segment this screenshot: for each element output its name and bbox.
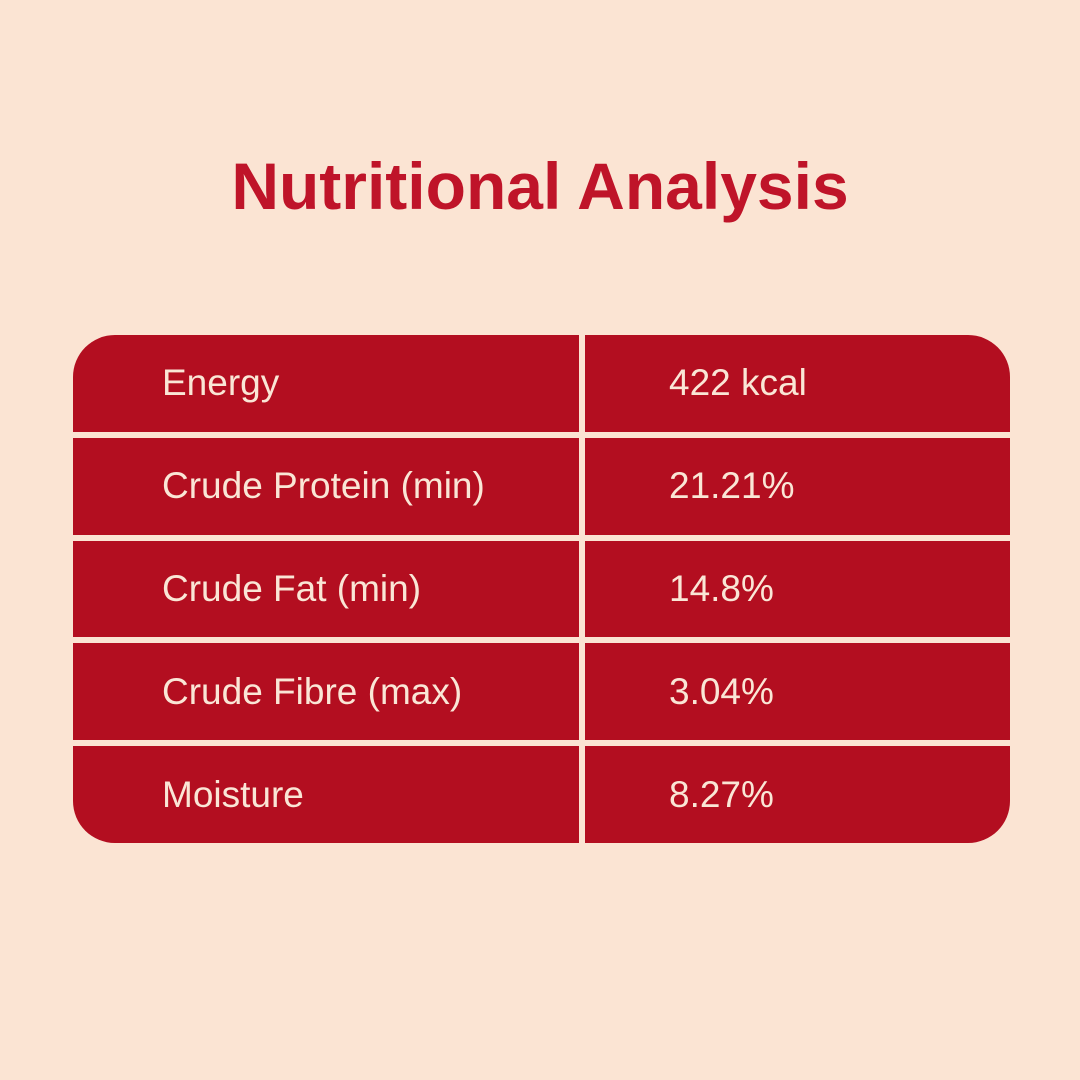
nutrient-value-cell: 3.04% — [585, 643, 1010, 741]
table-row: Moisture 8.27% — [73, 746, 1010, 843]
nutrient-label-cell: Moisture — [73, 746, 579, 843]
nutrient-value-cell: 422 kcal — [585, 335, 1010, 432]
nutrient-value-cell: 21.21% — [585, 437, 1010, 535]
nutrient-label-cell: Crude Fibre (max) — [73, 643, 579, 741]
page-title: Nutritional Analysis — [231, 149, 849, 223]
nutrient-value-cell: 14.8% — [585, 540, 1010, 638]
nutrition-table: Energy 422 kcal Crude Protein (min) 21.21% C… — [73, 335, 1010, 843]
table-row: Crude Protein (min) 21.21% — [73, 437, 1010, 535]
nutrient-label-cell: Energy — [73, 335, 579, 432]
table-row: Crude Fibre (max) 3.04% — [73, 643, 1010, 741]
table-row: Energy 422 kcal — [73, 335, 1010, 432]
nutrient-label-cell: Crude Protein (min) — [73, 437, 579, 535]
nutrient-label-cell: Crude Fat (min) — [73, 540, 579, 638]
table-row: Crude Fat (min) 14.8% — [73, 540, 1010, 638]
nutrient-value-cell: 8.27% — [585, 746, 1010, 843]
